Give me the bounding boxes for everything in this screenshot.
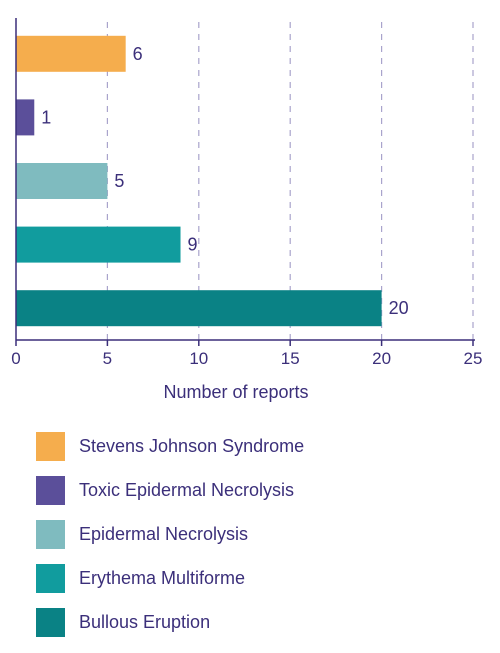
gridlines	[106, 22, 474, 340]
legend-swatch	[36, 520, 65, 549]
x-tick-label: 0	[11, 349, 20, 368]
bars	[16, 35, 382, 327]
legend-label: Erythema Multiforme	[79, 568, 246, 588]
legend-item: Epidermal Necrolysis	[36, 518, 476, 551]
x-axis-ticks: 0 5 10 15 20 25	[11, 340, 482, 368]
x-tick-label: 15	[281, 349, 300, 368]
data-label: 1	[41, 107, 51, 127]
bar-erythema-multiforme	[16, 226, 181, 263]
data-labels: 6 1 5 9 20	[41, 44, 408, 318]
legend-swatch	[36, 564, 65, 593]
legend-swatch	[36, 476, 65, 505]
x-tick-label: 20	[372, 349, 391, 368]
data-label: 6	[133, 44, 143, 64]
data-label: 20	[389, 298, 409, 318]
data-label: 9	[188, 235, 198, 255]
legend-swatch	[36, 608, 65, 637]
x-tick-label: 10	[189, 349, 208, 368]
legend: Stevens Johnson Syndrome Toxic Epidermal …	[36, 430, 476, 650]
legend-item: Toxic Epidermal Necrolysis	[36, 474, 476, 507]
legend-item: Stevens Johnson Syndrome	[36, 430, 476, 463]
legend-label: Epidermal Necrolysis	[79, 524, 249, 544]
bar-bullous-eruption	[16, 290, 382, 327]
legend-item: Bullous Eruption	[36, 606, 476, 639]
legend-label: Toxic Epidermal Necrolysis	[79, 480, 295, 500]
x-tick-label: 25	[464, 349, 483, 368]
legend-item: Erythema Multiforme	[36, 562, 476, 595]
legend-swatch	[36, 432, 65, 461]
bar-epidermal-necrolysis	[16, 163, 108, 199]
legend-label: Bullous Eruption	[79, 612, 211, 632]
bar-toxic-epidermal-necrolysis	[16, 99, 35, 136]
x-axis-label: Number of reports	[163, 382, 308, 402]
bar-stevens-johnson-syndrome	[16, 35, 126, 72]
legend-label: Stevens Johnson Syndrome	[79, 436, 305, 456]
x-tick-label: 5	[103, 349, 112, 368]
data-label: 5	[114, 171, 124, 191]
